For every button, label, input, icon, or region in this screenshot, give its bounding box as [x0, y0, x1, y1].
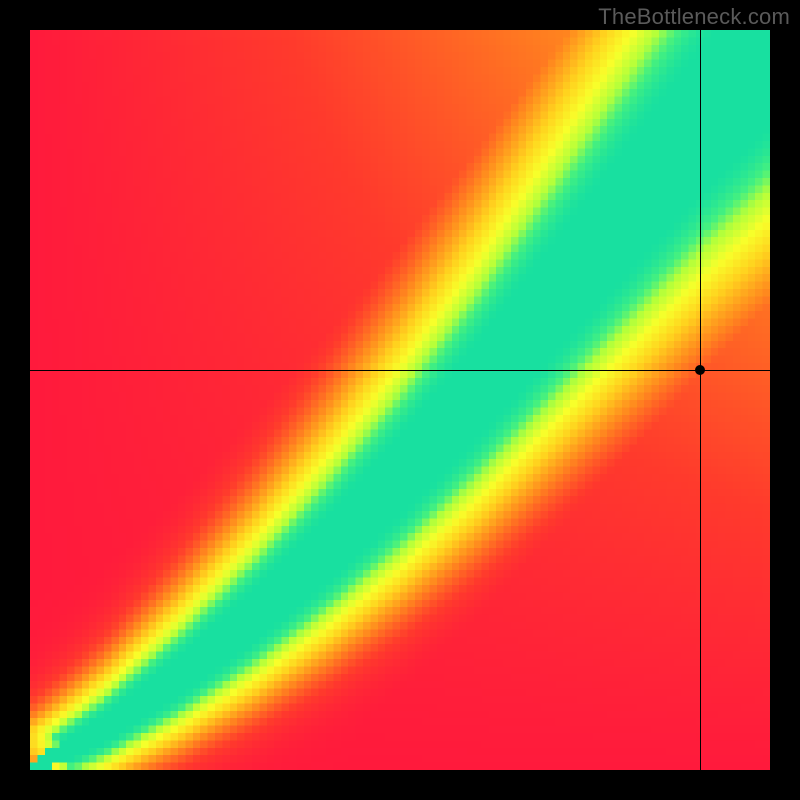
- chart-container: TheBottleneck.com: [0, 0, 800, 800]
- watermark-text: TheBottleneck.com: [598, 4, 790, 30]
- bottleneck-heatmap: [30, 30, 770, 770]
